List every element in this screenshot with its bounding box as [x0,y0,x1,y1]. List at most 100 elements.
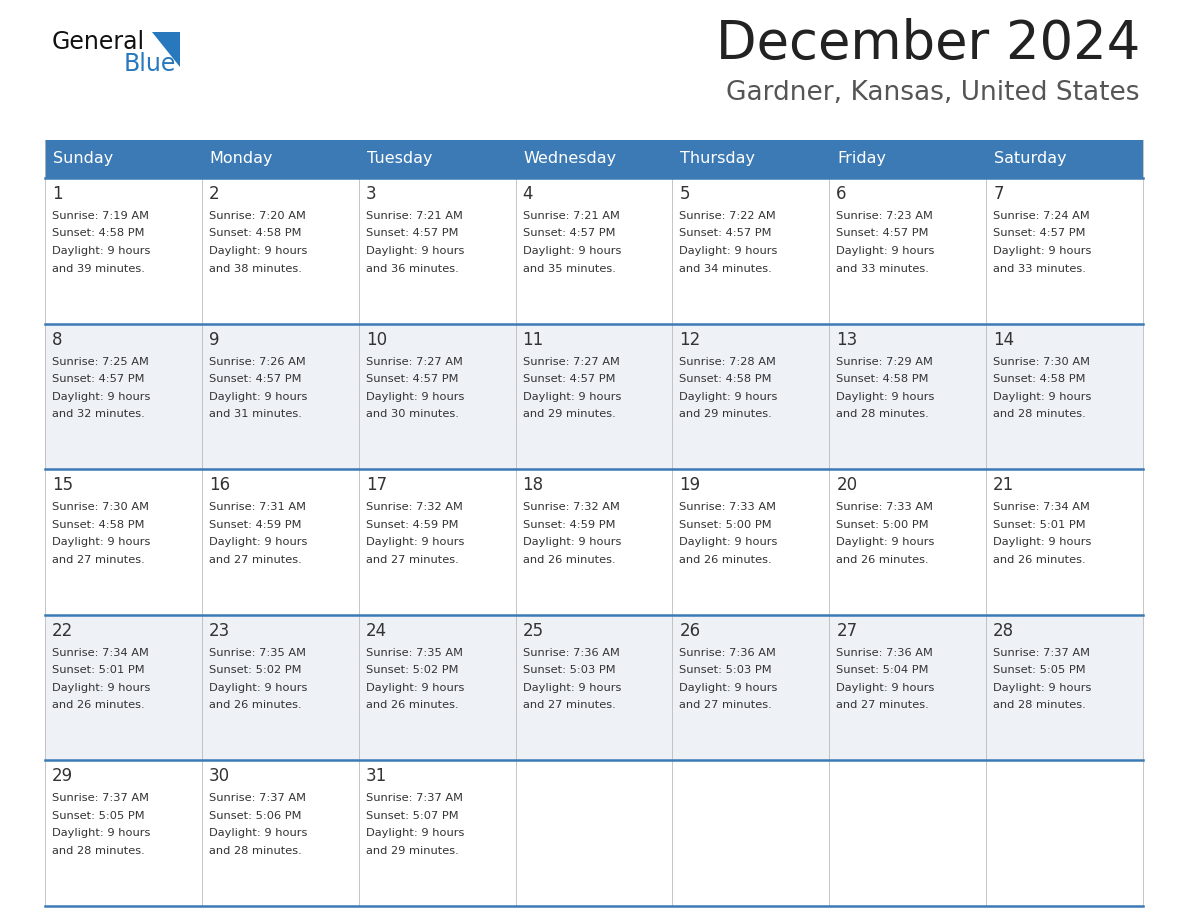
Text: and 26 minutes.: and 26 minutes. [366,700,459,711]
Text: Daylight: 9 hours: Daylight: 9 hours [993,392,1092,401]
Bar [202,140,359,178]
Text: 10: 10 [366,330,387,349]
Text: 24: 24 [366,621,387,640]
Text: Sunset: 5:04 PM: Sunset: 5:04 PM [836,666,929,676]
Bar [45,615,1143,760]
Text: 7: 7 [993,185,1004,203]
Text: December 2024: December 2024 [715,18,1140,70]
Text: Daylight: 9 hours: Daylight: 9 hours [680,246,778,256]
Text: and 27 minutes.: and 27 minutes. [52,554,145,565]
Text: Sunrise: 7:36 AM: Sunrise: 7:36 AM [836,648,933,658]
Bar [359,140,516,178]
Text: and 27 minutes.: and 27 minutes. [523,700,615,711]
Text: Daylight: 9 hours: Daylight: 9 hours [52,828,151,838]
Text: Daylight: 9 hours: Daylight: 9 hours [366,246,465,256]
Text: 16: 16 [209,476,230,494]
Text: and 27 minutes.: and 27 minutes. [836,700,929,711]
Text: Daylight: 9 hours: Daylight: 9 hours [836,392,935,401]
Bar [45,140,202,178]
Text: Sunrise: 7:26 AM: Sunrise: 7:26 AM [209,356,305,366]
Text: and 33 minutes.: and 33 minutes. [836,263,929,274]
Text: Sunset: 4:58 PM: Sunset: 4:58 PM [836,375,929,384]
Text: Sunday: Sunday [53,151,113,166]
Text: 13: 13 [836,330,858,349]
Text: Sunset: 5:00 PM: Sunset: 5:00 PM [836,520,929,530]
Text: Tuesday: Tuesday [367,151,432,166]
Text: 26: 26 [680,621,701,640]
Text: Sunrise: 7:32 AM: Sunrise: 7:32 AM [366,502,462,512]
Text: and 29 minutes.: and 29 minutes. [680,409,772,420]
Text: Sunrise: 7:30 AM: Sunrise: 7:30 AM [993,356,1091,366]
Text: General: General [52,30,145,54]
Text: Thursday: Thursday [681,151,756,166]
Text: and 32 minutes.: and 32 minutes. [52,409,145,420]
Text: Sunset: 5:01 PM: Sunset: 5:01 PM [52,666,145,676]
Bar [986,140,1143,178]
Text: Sunrise: 7:33 AM: Sunrise: 7:33 AM [680,502,777,512]
Text: Sunrise: 7:32 AM: Sunrise: 7:32 AM [523,502,619,512]
Text: Sunset: 4:58 PM: Sunset: 4:58 PM [52,520,145,530]
Text: Sunset: 5:03 PM: Sunset: 5:03 PM [680,666,772,676]
Text: Daylight: 9 hours: Daylight: 9 hours [52,537,151,547]
Text: Friday: Friday [838,151,886,166]
Text: Daylight: 9 hours: Daylight: 9 hours [366,537,465,547]
Text: 6: 6 [836,185,847,203]
Text: Sunset: 4:59 PM: Sunset: 4:59 PM [366,520,459,530]
Text: and 35 minutes.: and 35 minutes. [523,263,615,274]
Text: Sunrise: 7:37 AM: Sunrise: 7:37 AM [209,793,305,803]
Text: Sunset: 4:57 PM: Sunset: 4:57 PM [993,229,1086,239]
Bar [45,324,1143,469]
Text: Sunrise: 7:25 AM: Sunrise: 7:25 AM [52,356,148,366]
Text: and 26 minutes.: and 26 minutes. [523,554,615,565]
Text: Daylight: 9 hours: Daylight: 9 hours [680,537,778,547]
Text: 17: 17 [366,476,387,494]
Text: Sunrise: 7:36 AM: Sunrise: 7:36 AM [680,648,776,658]
Text: Daylight: 9 hours: Daylight: 9 hours [836,537,935,547]
Text: 18: 18 [523,476,544,494]
Text: Sunrise: 7:33 AM: Sunrise: 7:33 AM [836,502,934,512]
Text: Sunrise: 7:20 AM: Sunrise: 7:20 AM [209,211,305,221]
Text: and 29 minutes.: and 29 minutes. [366,845,459,856]
Text: and 29 minutes.: and 29 minutes. [523,409,615,420]
Text: Sunrise: 7:37 AM: Sunrise: 7:37 AM [52,793,148,803]
Text: Daylight: 9 hours: Daylight: 9 hours [836,683,935,693]
Text: 11: 11 [523,330,544,349]
Text: Daylight: 9 hours: Daylight: 9 hours [993,246,1092,256]
Text: Sunrise: 7:27 AM: Sunrise: 7:27 AM [366,356,462,366]
Text: Sunrise: 7:21 AM: Sunrise: 7:21 AM [366,211,462,221]
Text: Sunset: 5:03 PM: Sunset: 5:03 PM [523,666,615,676]
Text: Daylight: 9 hours: Daylight: 9 hours [209,246,308,256]
Text: Sunset: 4:59 PM: Sunset: 4:59 PM [523,520,615,530]
Bar [45,178,1143,324]
Bar [672,140,829,178]
Text: Sunset: 5:07 PM: Sunset: 5:07 PM [366,811,459,821]
Text: 23: 23 [209,621,230,640]
Text: Sunrise: 7:21 AM: Sunrise: 7:21 AM [523,211,619,221]
Text: 27: 27 [836,621,858,640]
Text: Sunrise: 7:35 AM: Sunrise: 7:35 AM [366,648,462,658]
Text: Daylight: 9 hours: Daylight: 9 hours [209,828,308,838]
Text: and 26 minutes.: and 26 minutes. [52,700,145,711]
Text: and 36 minutes.: and 36 minutes. [366,263,459,274]
Text: 2: 2 [209,185,220,203]
Text: Daylight: 9 hours: Daylight: 9 hours [52,246,151,256]
Text: Sunrise: 7:24 AM: Sunrise: 7:24 AM [993,211,1089,221]
Text: Sunrise: 7:23 AM: Sunrise: 7:23 AM [836,211,933,221]
Text: Daylight: 9 hours: Daylight: 9 hours [523,246,621,256]
Text: Sunset: 4:57 PM: Sunset: 4:57 PM [52,375,145,384]
Text: Sunset: 4:57 PM: Sunset: 4:57 PM [209,375,302,384]
Text: Daylight: 9 hours: Daylight: 9 hours [366,392,465,401]
Text: Blue: Blue [124,52,176,76]
Text: and 33 minutes.: and 33 minutes. [993,263,1086,274]
Text: 20: 20 [836,476,858,494]
Text: Daylight: 9 hours: Daylight: 9 hours [209,392,308,401]
Text: Sunrise: 7:19 AM: Sunrise: 7:19 AM [52,211,148,221]
Text: Sunset: 4:58 PM: Sunset: 4:58 PM [209,229,302,239]
Text: 25: 25 [523,621,544,640]
Text: Sunset: 4:57 PM: Sunset: 4:57 PM [523,375,615,384]
Text: and 26 minutes.: and 26 minutes. [680,554,772,565]
Text: and 38 minutes.: and 38 minutes. [209,263,302,274]
Text: Daylight: 9 hours: Daylight: 9 hours [523,537,621,547]
Text: 9: 9 [209,330,220,349]
Text: 15: 15 [52,476,74,494]
